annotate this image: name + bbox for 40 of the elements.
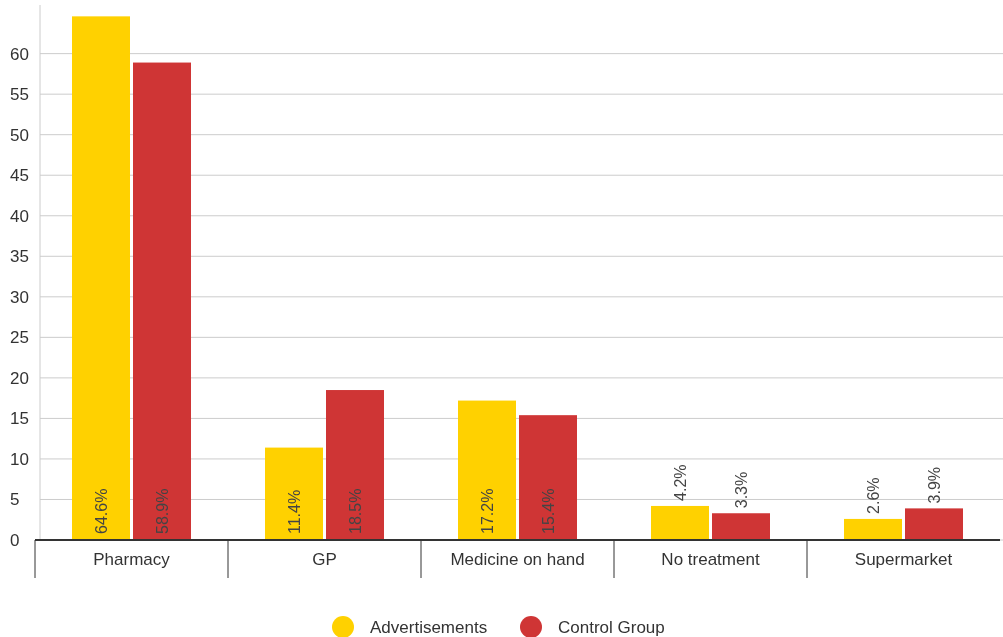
y-tick-label: 45 (10, 166, 29, 186)
x-tick-label: GP (312, 550, 337, 569)
data-label: 18.5% (347, 488, 364, 534)
data-label: 58.9% (154, 488, 171, 534)
x-tick-label: Medicine on hand (450, 550, 585, 569)
y-tick-label: 5 (10, 490, 20, 510)
bar (712, 513, 770, 540)
y-tick-label: 15 (10, 409, 29, 429)
data-label: 11.4% (286, 489, 303, 534)
y-tick-label: 25 (10, 328, 29, 348)
data-label: 4.2% (672, 464, 689, 501)
y-tick-label: 20 (10, 368, 29, 388)
bar (133, 62, 191, 540)
y-tick-label: 10 (10, 449, 29, 469)
legend-label: Control Group (558, 617, 665, 637)
bar (844, 518, 902, 540)
y-tick-label: 60 (10, 44, 29, 64)
data-label: 15.4% (540, 488, 557, 534)
data-label: 17.2% (479, 488, 496, 534)
bar (265, 447, 323, 540)
x-tick-label: Pharmacy (93, 550, 171, 569)
y-tick-label: 50 (10, 125, 29, 145)
data-label: 2.6% (865, 477, 882, 514)
data-label: 64.6% (93, 488, 110, 534)
y-tick-label: 35 (10, 247, 29, 267)
bar (458, 400, 516, 540)
bar (651, 505, 709, 540)
bar (519, 415, 577, 540)
bar (905, 508, 963, 540)
y-tick-label: 30 (10, 287, 29, 307)
data-label: 3.9% (926, 466, 943, 504)
x-tick-label: Supermarket (854, 550, 953, 569)
y-tick-label: 40 (10, 206, 29, 226)
legend-label: Advertisements (370, 617, 488, 637)
bar (326, 390, 384, 540)
x-tick-label: No treatment (661, 550, 760, 569)
data-label: 3.3% (733, 471, 750, 509)
y-tick-label: 0 (10, 530, 20, 550)
y-tick-label: 55 (10, 85, 29, 105)
bar (72, 16, 130, 540)
